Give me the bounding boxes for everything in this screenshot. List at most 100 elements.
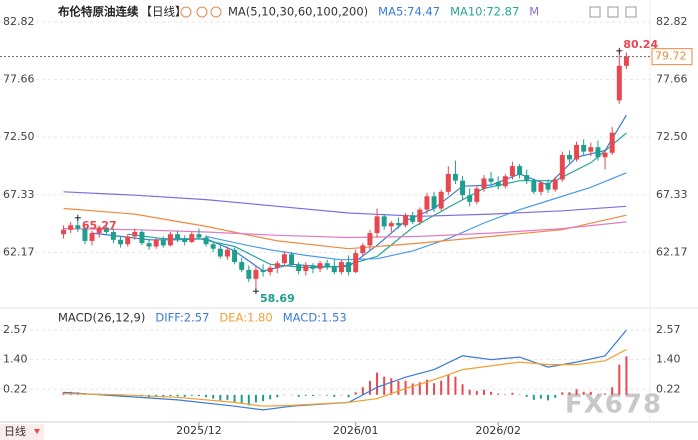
macd-bar <box>383 376 386 395</box>
legend-entry: DIFF:2.57 <box>155 311 209 325</box>
candle-body <box>160 239 166 246</box>
candle-body <box>153 239 159 247</box>
period-button[interactable]: 日线 <box>0 424 44 440</box>
macd-bar <box>575 389 578 395</box>
candle-body <box>353 253 359 273</box>
y-tick-label: 1.40 <box>656 353 681 366</box>
candle-body <box>502 176 508 187</box>
macd-bar <box>482 389 485 395</box>
icon[interactable] <box>589 6 601 18</box>
macd-bar <box>276 394 279 398</box>
macd-bar <box>262 394 265 402</box>
candle-body <box>132 231 138 237</box>
candle-body <box>82 228 88 241</box>
candle-body <box>232 249 238 263</box>
y-tick-label: 82.82 <box>656 15 688 28</box>
candle-body <box>595 147 601 158</box>
y-tick-label: 62.17 <box>656 245 688 258</box>
legend-entry: MA5:74.47 <box>378 5 440 19</box>
candle-body <box>403 215 409 226</box>
macd-bar <box>226 394 229 400</box>
ma-line <box>63 221 627 239</box>
candle-body <box>559 155 565 180</box>
macd-bar <box>169 394 172 397</box>
macd-bar <box>176 394 179 397</box>
icon[interactable] <box>625 6 637 18</box>
macd-bar <box>326 394 329 396</box>
y-tick-label: 72.50 <box>3 130 35 143</box>
candle-body <box>68 225 74 230</box>
macd-bar <box>433 383 436 395</box>
dropdown-arrow <box>34 429 40 434</box>
y-tick-label: 67.33 <box>3 188 35 201</box>
candle-body <box>623 56 629 66</box>
macd-bar <box>604 393 607 395</box>
y-tick-label: 0.22 <box>656 382 681 395</box>
y-tick-label: 67.33 <box>656 188 688 201</box>
macd-bar <box>233 394 236 402</box>
candle-body <box>146 243 152 247</box>
macd-bar <box>290 394 293 396</box>
x-tick-label: 2026/02 <box>475 424 521 437</box>
candle-body <box>452 173 458 181</box>
macd-bar <box>119 394 122 397</box>
y-tick-label: 2.57 <box>656 323 681 336</box>
macd-bar <box>219 394 222 401</box>
macd-bar <box>497 393 500 395</box>
legend-entry: DEA:1.80 <box>219 311 272 325</box>
y-tick-label: 62.17 <box>3 245 35 258</box>
candle-body <box>588 147 594 152</box>
macd-bar <box>205 394 208 398</box>
candle-body <box>310 265 316 269</box>
candle-body <box>175 234 181 239</box>
ma-line <box>63 207 627 250</box>
macd-bar <box>425 379 428 395</box>
candle-body <box>210 244 216 249</box>
button-label[interactable]: 日线 <box>4 424 26 438</box>
header-icons <box>180 6 637 18</box>
candle-body <box>274 263 280 268</box>
macd-bar <box>411 383 414 395</box>
macd-bar <box>582 391 585 395</box>
legend-entry: M <box>529 5 539 19</box>
macd-bar <box>397 380 400 395</box>
macd-bar <box>618 364 621 395</box>
x-tick-label: 2026/01 <box>333 424 379 437</box>
macd-bar <box>568 392 571 395</box>
macd-bar <box>504 394 507 395</box>
macd-bar <box>304 394 307 396</box>
macd-bar <box>390 378 393 395</box>
candle-body <box>239 262 245 270</box>
candle-body <box>381 216 387 227</box>
macd-bar <box>247 394 250 406</box>
legend-entry: MACD:1.53 <box>283 311 347 325</box>
candle-body <box>224 249 230 257</box>
candle-body <box>182 238 188 242</box>
candle-body <box>110 231 116 240</box>
macd-bar <box>376 372 379 395</box>
y-tick-label: 82.82 <box>3 15 35 28</box>
macd-bar <box>254 394 257 403</box>
macd-bar <box>283 394 286 396</box>
last-price-box <box>651 48 693 66</box>
icon <box>196 6 208 18</box>
candle-body <box>474 188 480 202</box>
icon[interactable] <box>607 6 619 18</box>
candle-body <box>538 182 544 192</box>
macd-bar <box>468 389 471 395</box>
candle-body <box>488 178 494 182</box>
candle-body <box>431 196 437 209</box>
macd-bar <box>333 394 336 397</box>
candle-body <box>281 254 287 264</box>
macd-bar <box>62 392 65 395</box>
candle-body <box>167 234 173 246</box>
candle-body <box>616 65 622 101</box>
ma-line <box>205 172 627 261</box>
macd-bar <box>190 394 193 396</box>
y-tick-label: 72.50 <box>656 130 688 143</box>
candle-body <box>139 231 145 244</box>
macd-bar <box>611 387 614 395</box>
macd-bar <box>240 394 243 404</box>
